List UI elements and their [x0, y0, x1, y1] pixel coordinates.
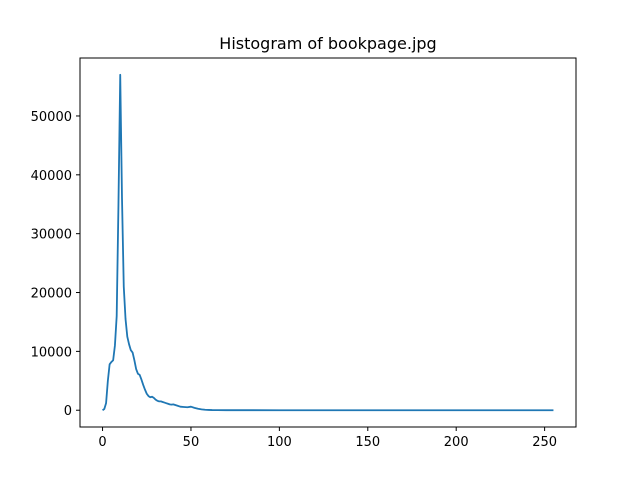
x-tick-label: 50 [183, 435, 200, 450]
y-tick-label: 30000 [31, 228, 72, 243]
axes-frame [79, 57, 577, 428]
x-tick-label: 100 [267, 435, 292, 450]
x-tick-label: 250 [532, 435, 557, 450]
histogram-series-line [102, 73, 554, 412]
y-tick-label: 0 [64, 404, 72, 419]
plot-area [102, 73, 554, 412]
x-tick-label: 150 [355, 435, 380, 450]
x-axis: 0 50 100 150 200 250 [98, 427, 557, 450]
x-tick-label: 0 [98, 435, 106, 450]
y-tick-label: 50000 [31, 110, 72, 125]
y-axis: 0 10000 20000 30000 40000 50000 [31, 110, 80, 419]
y-tick-label: 40000 [31, 169, 72, 184]
x-tick-label: 200 [444, 435, 469, 450]
y-tick-label: 20000 [31, 287, 72, 302]
chart-title: Histogram of bookpage.jpg [219, 34, 436, 53]
y-tick-label: 10000 [31, 345, 72, 360]
